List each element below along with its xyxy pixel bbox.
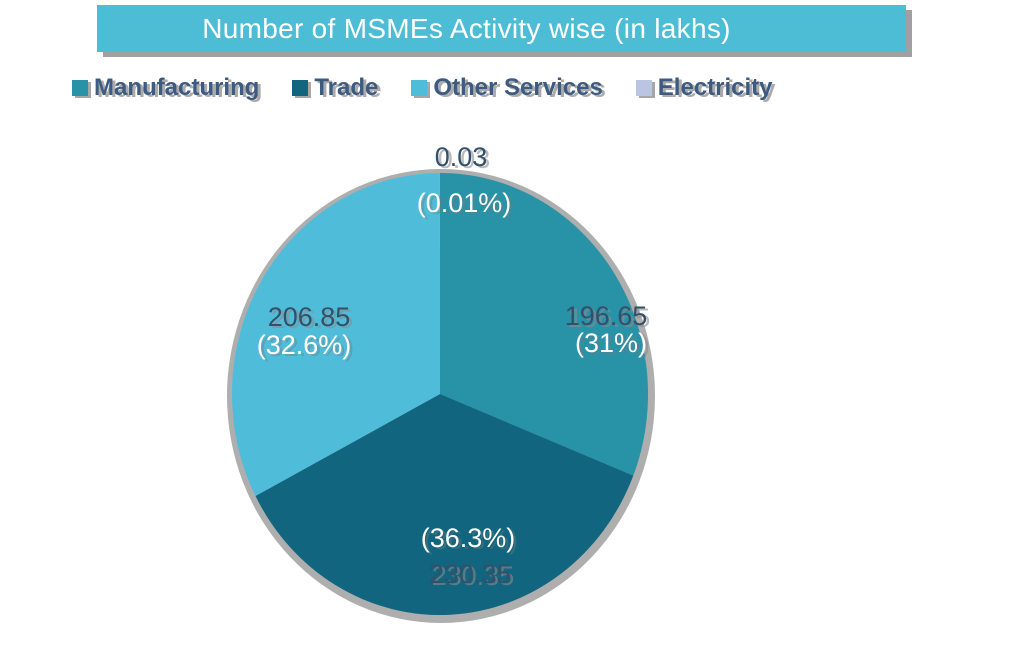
- pie-label-manufacturing-percent: (31%): [574, 328, 648, 358]
- pie-label-trade-value: 230.35: [428, 559, 512, 589]
- legend-swatch-electricity-icon: [635, 80, 652, 96]
- legend-label-trade: Trade: [314, 74, 379, 101]
- chart-title: Number of MSMEs Activity wise (in lakhs): [202, 12, 731, 44]
- legend-label-electricity: Electricity: [657, 74, 773, 101]
- legend-swatch-other-services-icon: [411, 80, 428, 96]
- pie-label-other-services-percent: (32.6%): [256, 330, 352, 360]
- pie-label-electricity-percent: (0.01%): [416, 188, 512, 218]
- legend-item-manufacturing: Manufacturing: [72, 74, 259, 102]
- chart-title-bar: Number of MSMEs Activity wise (in lakhs): [97, 5, 906, 52]
- legend-label-manufacturing: Manufacturing: [94, 74, 260, 101]
- pie-label-other-services-value: 206.85: [267, 302, 351, 332]
- pie-label-electricity-value: 0.03: [434, 142, 488, 172]
- legend-label-other-services: Other Services: [433, 74, 603, 101]
- legend-item-electricity: Electricity: [635, 74, 773, 102]
- legend-item-trade: Trade: [292, 74, 378, 102]
- pie-label-trade-percent: (36.3%): [420, 523, 516, 553]
- legend-swatch-manufacturing-icon: [72, 80, 88, 96]
- legend-swatch-trade-icon: [292, 80, 309, 96]
- pie-slice-trade: [255, 394, 634, 615]
- legend-item-other-services: Other Services: [411, 74, 603, 102]
- pie-slice-other-services: [232, 173, 440, 497]
- pie-label-manufacturing-value: 196.65: [564, 301, 648, 331]
- pie-slice-manufacturing: [440, 173, 649, 476]
- legend: Manufacturing Trade Other Services Elect…: [72, 74, 773, 102]
